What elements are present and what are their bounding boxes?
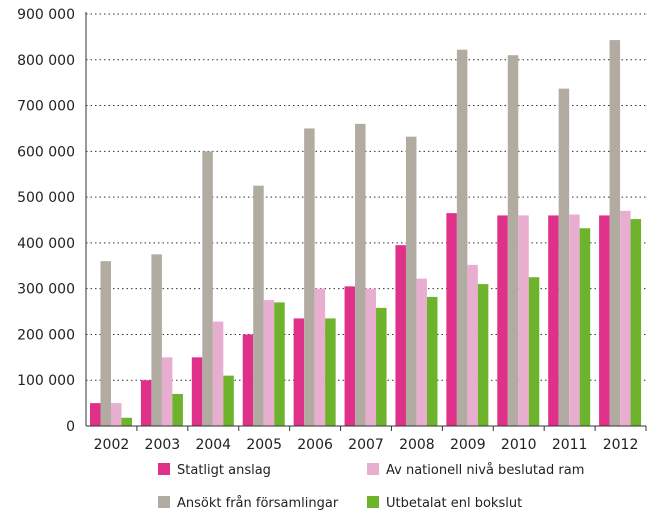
bar-group-2002: [90, 261, 132, 426]
bar-av-nationell-niv-beslutad-ram-2004: [212, 321, 224, 426]
y-tick-label: 600 000: [17, 144, 75, 160]
legend-label: Statligt anslag: [177, 463, 271, 478]
bar-ans-kt-fr-n-f-rsamlingar-2012: [609, 40, 621, 427]
y-tick-label: 100 000: [17, 373, 75, 389]
bar-ans-kt-fr-n-f-rsamlingar-2006: [304, 128, 315, 426]
bar-av-nationell-niv-beslutad-ram-2003: [161, 357, 173, 426]
bar-utbetalat-enl-bokslut-2005: [274, 302, 285, 426]
x-axis-ticks: 2002 2003 2004 2005 2006 2007 2008 2009 2010 2011…: [94, 426, 647, 453]
bar-group-2006: [293, 128, 336, 426]
legend-item: Av nationell nivå beslutad ram: [367, 463, 584, 478]
bar-utbetalat-enl-bokslut-2007: [376, 307, 387, 426]
y-tick-label: 400 000: [17, 236, 75, 252]
bar-statligt-anslag-2008: [395, 245, 406, 426]
bars: [90, 40, 642, 427]
bar-group-2004: [191, 151, 234, 427]
bar-av-nationell-niv-beslutad-ram-2002: [111, 403, 122, 426]
x-tick-label: 2005: [246, 437, 282, 453]
bar-ans-kt-fr-n-f-rsamlingar-2007: [355, 123, 366, 426]
bar-ans-kt-fr-n-f-rsamlingar-2005: [253, 185, 264, 426]
bar-statligt-anslag-2003: [140, 380, 152, 426]
y-tick-label: 0: [66, 419, 75, 435]
legend-swatch: [367, 496, 379, 508]
y-tick-label: 700 000: [17, 99, 75, 115]
legend-label: Av nationell nivå beslutad ram: [386, 463, 584, 478]
legend: Statligt anslag Av nationell nivå besluta…: [158, 463, 584, 511]
bar-group-2010: [497, 55, 540, 426]
bar-group-2012: [599, 40, 642, 427]
bar-statligt-anslag-2012: [599, 215, 610, 426]
bar-ans-kt-fr-n-f-rsamlingar-2009: [456, 49, 468, 426]
bar-ans-kt-fr-n-f-rsamlingar-2011: [558, 88, 570, 427]
bar-statligt-anslag-2004: [191, 357, 203, 426]
legend-item: Ansökt från församlingar: [158, 496, 339, 511]
bar-ans-kt-fr-n-f-rsamlingar-2002: [100, 261, 111, 426]
legend-label: Utbetalat enl bokslut: [386, 496, 522, 511]
bar-av-nationell-niv-beslutad-ram-2009: [467, 264, 478, 426]
bar-utbetalat-enl-bokslut-2010: [528, 277, 540, 426]
bar-statligt-anslag-2006: [293, 318, 305, 426]
bar-utbetalat-enl-bokslut-2004: [223, 375, 234, 426]
y-axis-ticks: 0 100 000 200 000 300 000 400 000 500 000 600 …: [17, 7, 75, 435]
bar-av-nationell-niv-beslutad-ram-2005: [263, 300, 275, 426]
bar-group-2008: [395, 136, 438, 426]
legend-label: Ansökt från församlingar: [177, 496, 339, 511]
x-tick-label: 2011: [552, 437, 588, 453]
bar-utbetalat-enl-bokslut-2003: [172, 393, 183, 426]
bar-statligt-anslag-2011: [548, 215, 559, 426]
bar-av-nationell-niv-beslutad-ram-2008: [416, 278, 427, 426]
x-tick-label: 2008: [399, 437, 435, 453]
bar-group-2003: [140, 254, 183, 426]
y-tick-label: 800 000: [17, 53, 75, 69]
bar-av-nationell-niv-beslutad-ram-2007: [365, 288, 377, 426]
bar-statligt-anslag-2010: [497, 215, 508, 426]
legend-item: Utbetalat enl bokslut: [367, 496, 522, 511]
legend-swatch: [158, 463, 170, 475]
x-tick-label: 2007: [348, 437, 384, 453]
legend-swatch: [158, 496, 170, 508]
x-tick-label: 2003: [145, 437, 181, 453]
bar-statligt-anslag-2002: [90, 403, 101, 426]
x-tick-label: 2004: [195, 437, 231, 453]
bar-utbetalat-enl-bokslut-2009: [477, 284, 489, 426]
bar-av-nationell-niv-beslutad-ram-2011: [569, 214, 580, 426]
y-tick-label: 500 000: [17, 190, 75, 206]
x-tick-label: 2009: [450, 437, 486, 453]
bar-statligt-anslag-2007: [344, 286, 356, 426]
x-tick-label: 2006: [297, 437, 333, 453]
bar-ans-kt-fr-n-f-rsamlingar-2010: [507, 55, 519, 426]
bar-statligt-anslag-2009: [446, 213, 457, 426]
bar-av-nationell-niv-beslutad-ram-2010: [518, 215, 529, 426]
x-tick-label: 2002: [94, 437, 130, 453]
bar-ans-kt-fr-n-f-rsamlingar-2008: [405, 136, 417, 426]
legend-item: Statligt anslag: [158, 463, 271, 478]
bar-utbetalat-enl-bokslut-2006: [325, 318, 336, 426]
bar-utbetalat-enl-bokslut-2008: [426, 296, 438, 426]
bar-av-nationell-niv-beslutad-ram-2012: [620, 210, 631, 426]
legend-swatch: [367, 463, 379, 475]
x-tick-label: 2010: [501, 437, 537, 453]
x-tick-label: 2012: [603, 437, 639, 453]
bar-utbetalat-enl-bokslut-2002: [121, 417, 132, 426]
bar-group-2011: [548, 88, 591, 427]
y-tick-label: 900 000: [17, 7, 75, 23]
bar-statligt-anslag-2005: [242, 334, 254, 426]
y-tick-label: 300 000: [17, 282, 75, 298]
bar-av-nationell-niv-beslutad-ram-2006: [314, 288, 326, 426]
bar-group-2005: [242, 185, 285, 426]
bar-utbetalat-enl-bokslut-2011: [579, 228, 591, 426]
bar-ans-kt-fr-n-f-rsamlingar-2003: [151, 254, 162, 426]
bar-group-2009: [446, 49, 489, 426]
y-tick-label: 200 000: [17, 327, 75, 343]
bar-ans-kt-fr-n-f-rsamlingar-2004: [202, 151, 213, 427]
bar-group-2007: [344, 123, 387, 426]
bar-utbetalat-enl-bokslut-2012: [630, 219, 642, 426]
